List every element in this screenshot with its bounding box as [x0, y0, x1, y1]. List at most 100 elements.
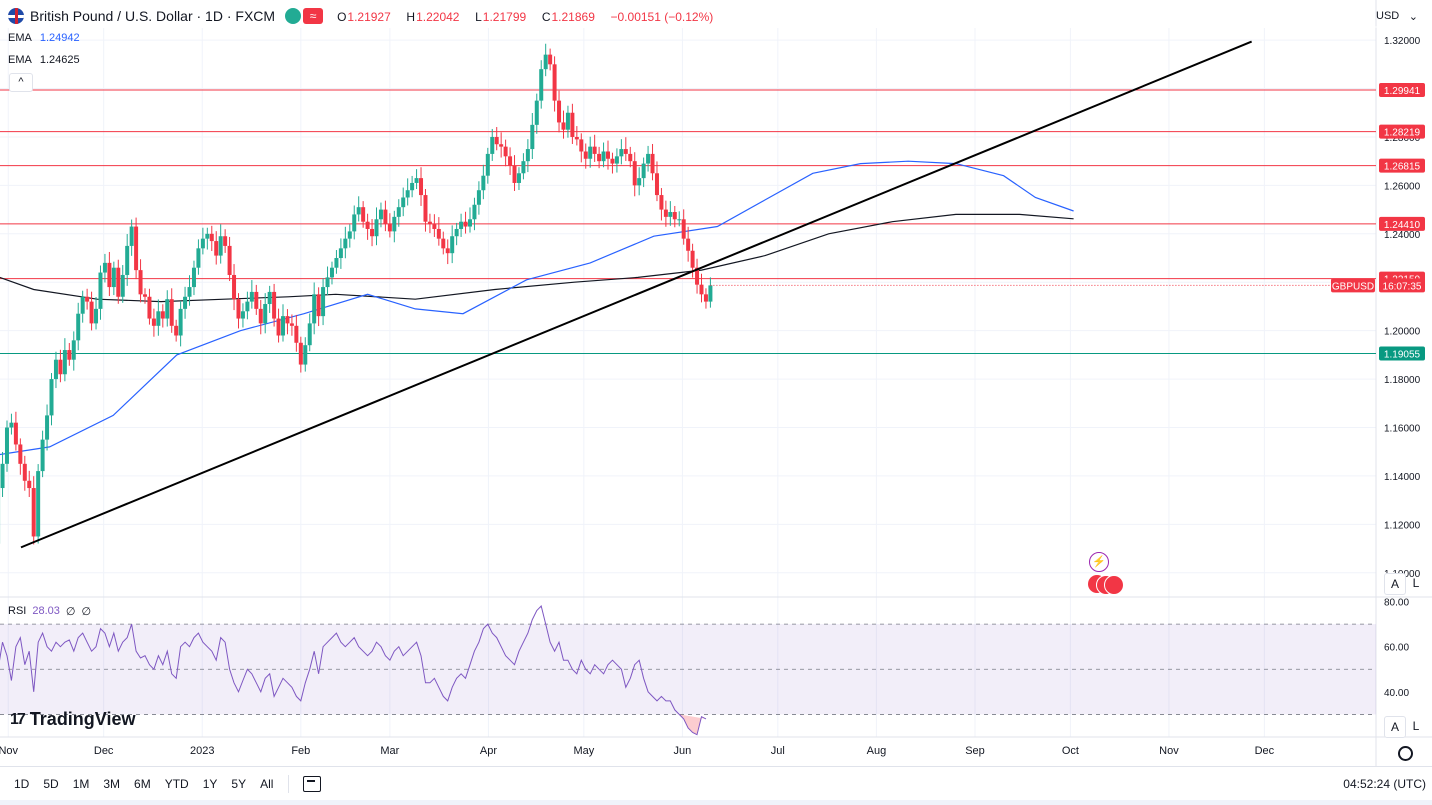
candle-body — [414, 178, 419, 183]
calendar-icon[interactable] — [303, 776, 322, 792]
candle — [71, 331, 76, 371]
auto-scale-button-price[interactable]: A — [1384, 573, 1406, 595]
candle — [200, 227, 205, 255]
auto-scale-button-rsi[interactable]: A — [1384, 716, 1406, 738]
rsi-legend[interactable]: RSI 28.03 ∅ ∅ — [8, 605, 91, 618]
candle-body — [218, 236, 223, 256]
chart-canvas[interactable]: 1.320001.300001.280001.260001.240001.220… — [0, 0, 1432, 766]
candle — [329, 261, 334, 285]
candle-body — [392, 216, 397, 232]
candle-body — [503, 146, 508, 157]
candle-body — [597, 153, 602, 162]
candle-body — [548, 54, 553, 65]
grid — [0, 0, 1432, 766]
symbol-badge-label: GBPUSD — [1332, 281, 1374, 292]
candle-body — [338, 248, 343, 259]
candle-body — [196, 248, 201, 268]
ema200-line — [0, 213, 1074, 303]
symbol-title[interactable]: British Pound / U.S. Dollar · 1D · FXCM — [30, 8, 276, 24]
candle-body — [45, 415, 50, 440]
candle-body — [614, 156, 619, 164]
candle-body — [405, 190, 410, 198]
log-scale-button-rsi[interactable]: L — [1412, 719, 1420, 733]
candle — [285, 309, 290, 335]
market-status[interactable]: ≈ — [285, 8, 324, 24]
candle-body — [539, 69, 544, 101]
candle — [263, 293, 268, 334]
candle-body — [329, 267, 334, 278]
candle — [579, 133, 584, 163]
candle — [614, 148, 619, 173]
candle — [516, 167, 521, 190]
range-button-all[interactable]: All — [260, 777, 274, 791]
range-button-5d[interactable]: 5D — [43, 777, 59, 791]
candle — [160, 304, 165, 328]
candle — [36, 464, 41, 544]
range-button-1m[interactable]: 1M — [72, 777, 90, 791]
ema200-legend[interactable]: EMA 1.24625 — [8, 54, 80, 66]
candle-body — [690, 250, 695, 268]
candle-body — [365, 221, 370, 229]
candle-body — [401, 197, 406, 208]
settings-gear-icon[interactable] — [1398, 746, 1413, 761]
candle — [174, 319, 179, 342]
candle-body — [494, 136, 499, 145]
candle-body — [325, 277, 330, 288]
candle — [503, 139, 508, 167]
candle-body — [316, 294, 321, 317]
range-button-1d[interactable]: 1D — [14, 777, 30, 791]
candle-body — [419, 178, 424, 196]
candle-body — [120, 274, 125, 297]
candle-body — [116, 267, 121, 297]
candle-body — [499, 144, 504, 147]
range-button-6m[interactable]: 6M — [134, 777, 151, 791]
candle — [18, 438, 23, 475]
log-scale-button-price[interactable]: L — [1412, 576, 1420, 590]
candle — [494, 127, 499, 151]
candle — [232, 264, 237, 311]
candle — [490, 128, 495, 161]
price-tick-label: 1.14000 — [1384, 472, 1421, 483]
candle-body — [232, 274, 237, 300]
time-tick-label: Nov — [1159, 745, 1179, 757]
candle-body — [294, 325, 299, 343]
candle-body — [272, 291, 277, 319]
range-button-3m[interactable]: 3M — [103, 777, 121, 791]
low-value: 1.21799 — [482, 9, 527, 24]
tradingview-logo[interactable]: 17 TradingView — [10, 709, 136, 730]
countdown-badge-label: 16:07:35 — [1383, 281, 1422, 292]
lightning-event-icon[interactable]: ⚡ — [1089, 552, 1109, 572]
candle — [116, 259, 121, 304]
candle — [632, 152, 637, 197]
candle — [436, 217, 441, 246]
candle-body — [646, 153, 651, 164]
candle-body — [205, 233, 210, 239]
time-tick-label: Jul — [771, 745, 785, 757]
range-button-ytd[interactable]: YTD — [164, 777, 189, 791]
level-badge-label: 1.28219 — [1384, 128, 1421, 139]
candle-body — [628, 153, 633, 162]
candle — [476, 181, 481, 215]
time-axis: Nov Dec 2023 Feb Mar Apr May Jun Jul Aug Sep Oct Nov… — [0, 745, 1275, 757]
range-button-1y[interactable]: 1Y — [202, 777, 218, 791]
candle — [183, 286, 188, 319]
economic-event-icon[interactable] — [1104, 575, 1124, 595]
ema50-line-group — [0, 160, 1074, 456]
time-tick-label: Dec — [94, 745, 114, 757]
candle — [383, 200, 388, 232]
collapse-legend-button[interactable]: ^ — [9, 73, 33, 92]
ema50-legend[interactable]: EMA 1.24942 — [8, 32, 80, 44]
currency-selector[interactable]: USD ⌄ — [1374, 6, 1420, 26]
candle — [677, 211, 682, 227]
candle-body — [410, 182, 415, 191]
range-button-5y[interactable]: 5Y — [231, 777, 247, 791]
candle-body — [601, 151, 606, 162]
candle — [681, 209, 686, 245]
utc-clock[interactable]: 04:52:24 (UTC) — [1343, 777, 1426, 791]
candle-body — [525, 149, 530, 162]
candle — [289, 314, 294, 336]
candle — [378, 202, 383, 228]
candle-body — [107, 262, 112, 288]
ema200-line-group — [0, 213, 1074, 303]
candle-body — [565, 112, 570, 130]
